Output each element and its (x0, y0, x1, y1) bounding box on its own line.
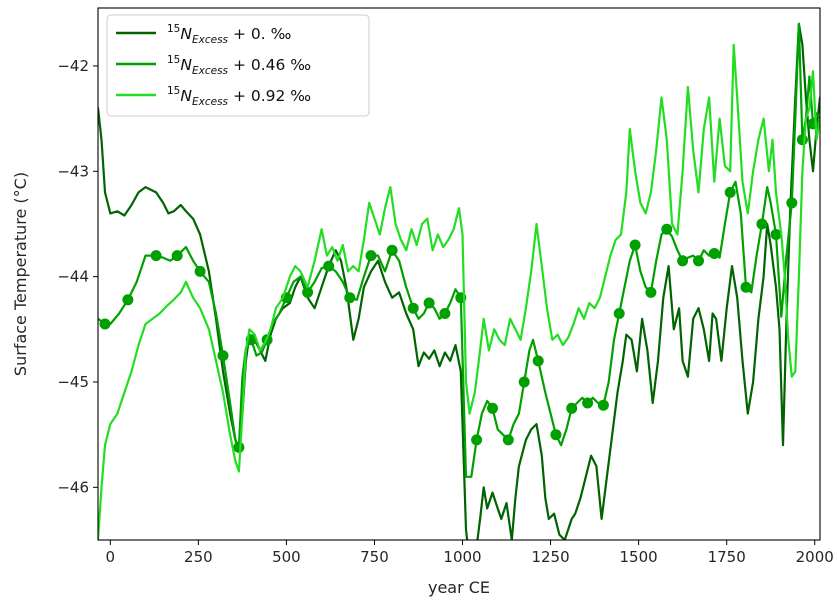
series-2-marker (386, 244, 398, 256)
x-tick-label: 250 (184, 548, 213, 566)
series-2-marker (233, 441, 245, 453)
series-line-3 (98, 43, 820, 540)
series-2-marker (194, 265, 206, 277)
y-axis-ticks: −46 −45 −44 −43 −42 (57, 57, 98, 496)
series-2-marker (756, 218, 768, 230)
y-tick-label: −42 (57, 57, 89, 75)
series-2-marker (582, 397, 594, 409)
x-axis-ticks: 0 250 500 750 1000 1250 1500 1750 2000 (106, 540, 834, 566)
series-2-marker (423, 297, 435, 309)
series-2-marker (217, 350, 229, 362)
series-2-marker (613, 308, 625, 319)
y-tick-label: −43 (57, 162, 89, 180)
legend-label-1: 15NExcess + 0. ‰ (167, 23, 291, 46)
series-2-marker (122, 294, 134, 306)
series-2-marker (708, 248, 720, 259)
x-tick-label: 1750 (708, 548, 746, 566)
x-tick-label: 2000 (796, 548, 834, 566)
series-2-marker (740, 281, 752, 293)
series-2-marker (566, 402, 578, 414)
series-2-marker (487, 402, 498, 414)
x-axis-label: year CE (428, 578, 490, 597)
x-tick-label: 750 (360, 548, 389, 566)
y-tick-label: −44 (57, 268, 89, 286)
series-2-marker (171, 250, 183, 262)
series-2-marker (661, 223, 673, 235)
series-2-marker (518, 376, 530, 388)
series-2-marker (439, 308, 451, 319)
series-2-marker (302, 286, 314, 298)
series-2-marker (770, 229, 782, 240)
series-2-marker (597, 399, 609, 411)
legend-label-2: 15NExcess + 0.46 ‰ (167, 54, 311, 77)
series-2-marker (629, 239, 641, 251)
x-tick-label: 1250 (531, 548, 569, 566)
legend-frame (106, 14, 370, 117)
legend: 15NExcess + 0. ‰ 15NExcess + 0.46 ‰ 15NExc… (106, 14, 370, 117)
series-2-marker (786, 197, 798, 209)
series-2-marker (550, 429, 562, 441)
series-2-marker (532, 355, 544, 367)
x-tick-label: 500 (272, 548, 301, 566)
x-tick-label: 1500 (620, 548, 658, 566)
series-2-marker (323, 260, 335, 272)
series-2-marker (471, 434, 483, 446)
y-axis-label: Surface Temperature (°C) (11, 172, 30, 376)
plot-frame (97, 7, 821, 541)
series-2-marker (150, 250, 162, 262)
series-2-marker (344, 292, 356, 304)
series-2-marker (693, 255, 704, 267)
y-tick-label: −46 (57, 478, 89, 496)
legend-label-3: 15NExcess + 0.92 ‰ (167, 85, 311, 108)
series-layer (98, 22, 820, 540)
series-2-marker (365, 250, 377, 262)
x-tick-label: 0 (106, 548, 116, 566)
series-2-marker (99, 318, 111, 330)
y-tick-label: −45 (57, 373, 89, 391)
series-2-marker (677, 255, 689, 267)
series-2-marker (407, 302, 419, 314)
x-tick-label: 1000 (443, 548, 481, 566)
series-2-marker (502, 434, 514, 446)
series-2-marker (796, 134, 808, 146)
series-2-marker (645, 286, 657, 298)
series-2-marker (724, 186, 736, 198)
